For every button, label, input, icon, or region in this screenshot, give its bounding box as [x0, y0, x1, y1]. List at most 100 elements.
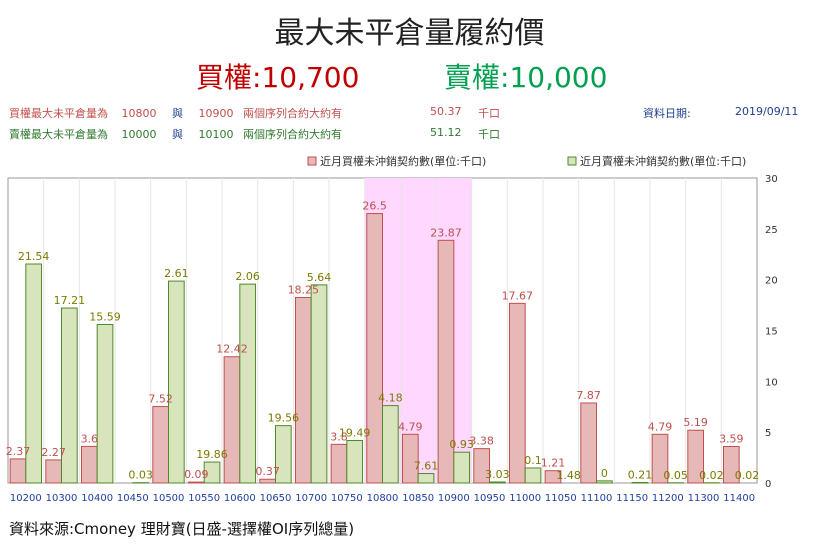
call-info-and: 與 [172, 107, 183, 120]
date-label: 資料日期: [643, 107, 691, 120]
x-tick-label: 10400 [81, 493, 113, 504]
x-tick-label: 10300 [46, 493, 78, 504]
call-info-row: 買權最大未平倉量為 10800 與 10900 兩個序列合約大約有 [9, 105, 342, 121]
put-data-label: 4.18 [378, 392, 403, 405]
call-data-label: 18.25 [288, 283, 320, 296]
put-data-label: 1.48 [556, 469, 581, 482]
x-tick-label: 10900 [438, 493, 470, 504]
put-bar [203, 461, 221, 484]
put-data-label: 5.64 [307, 271, 332, 284]
call-summary-label: 買權: [196, 61, 262, 94]
y-tick-label: 0 [765, 479, 771, 490]
call-bar [152, 406, 170, 484]
x-tick-label: 10950 [474, 493, 506, 504]
put-bar [417, 473, 435, 484]
put-data-label: 3.03 [485, 468, 510, 481]
put-info-amount: 51.12 [430, 126, 462, 139]
call-data-label: 0.09 [184, 468, 209, 481]
call-bar [437, 239, 455, 484]
put-data-label: 19.56 [268, 412, 300, 425]
call-data-label: 2.27 [41, 446, 66, 459]
put-bar [61, 307, 78, 484]
put-data-label: 7.61 [414, 460, 439, 473]
call-bar [401, 433, 419, 484]
put-data-label: 0.93 [449, 438, 474, 451]
call-data-label: 3.38 [469, 435, 494, 448]
put-summary-label: 賣權: [444, 61, 510, 94]
put-info-strike-b: 10100 [198, 128, 234, 141]
put-bar [25, 263, 43, 484]
put-bar [168, 280, 185, 484]
call-bar [9, 458, 27, 484]
legend-call-label: 近月買權未沖銷契約數(單位:千口) [320, 154, 486, 168]
y-tick-label: 30 [765, 174, 778, 185]
put-data-label: 2.06 [235, 270, 260, 283]
put-summary: 賣權:10,000 [444, 56, 607, 96]
call-bar [473, 448, 491, 484]
put-data-label: 17.21 [54, 294, 86, 307]
put-data-label: 0.02 [735, 469, 760, 482]
legend-put-swatch [567, 156, 577, 166]
put-data-label: 0.05 [663, 469, 688, 482]
put-data-label: 0.21 [628, 468, 653, 481]
x-tick-label: 10700 [295, 493, 327, 504]
call-info-label: 買權最大未平倉量為 [9, 107, 108, 120]
call-info-strike-a: 10800 [121, 107, 157, 120]
call-data-label: 7.52 [148, 393, 173, 406]
call-bar [580, 402, 597, 484]
put-bar [275, 425, 292, 484]
legend-call-swatch [307, 156, 317, 166]
put-info-strike-a: 10000 [121, 128, 157, 141]
call-data-label: 0.37 [255, 465, 280, 478]
call-data-label: 3.8 [330, 430, 348, 443]
x-tick-label: 10200 [10, 493, 42, 504]
put-info-unit: 千口 [478, 128, 500, 141]
x-tick-label: 10650 [260, 493, 292, 504]
x-tick-label: 10500 [153, 493, 185, 504]
call-data-label: 4.79 [398, 420, 423, 433]
put-bar [524, 467, 542, 484]
x-tick-label: 10800 [367, 493, 399, 504]
call-bar [722, 446, 740, 484]
put-data-label: 0.1 [524, 454, 542, 467]
legend: 近月買權未沖銷契約數(單位:千口) 近月賣權未沖銷契約數(單位:千口) [307, 154, 746, 168]
call-bar [366, 213, 384, 484]
call-bar [259, 478, 277, 484]
call-bar [187, 481, 205, 484]
call-info-amount: 50.37 [430, 105, 462, 118]
call-info-text: 兩個序列合約大約有 [243, 107, 342, 120]
call-summary: 買權:10,700 [196, 56, 359, 96]
call-data-label: 26.5 [362, 200, 387, 213]
put-bar [453, 451, 471, 484]
y-tick-label: 10 [765, 377, 778, 388]
chart-title: 最大未平倉量履約價 [274, 16, 545, 51]
call-info-strike-b: 10900 [198, 107, 234, 120]
put-bar [631, 481, 649, 484]
call-data-label: 1.21 [541, 457, 566, 470]
x-tick-label: 11000 [509, 493, 541, 504]
y-tick-label: 25 [765, 225, 778, 236]
call-data-label: 7.87 [576, 389, 601, 402]
x-tick-label: 11300 [688, 493, 720, 504]
x-tick-label: 10600 [224, 493, 256, 504]
put-info-and: 與 [172, 128, 183, 141]
put-bar [310, 284, 328, 484]
bar-chart: 2.37 21.54 2.27 17.21 3.6 15.59 0.03 7.52 2.61 0.… [6, 154, 778, 504]
call-data-label: 5.19 [683, 416, 708, 429]
call-bar [544, 470, 562, 484]
put-bar [382, 405, 399, 484]
legend-put-label: 近月賣權未沖銷契約數(單位:千口) [580, 154, 746, 168]
call-bar [330, 443, 348, 484]
call-data-label: 4.79 [648, 420, 673, 433]
call-bar [651, 433, 669, 484]
call-bar [687, 429, 704, 484]
put-data-label: 0.02 [699, 469, 724, 482]
put-bar [346, 440, 364, 484]
put-data-label: 0.03 [128, 469, 153, 482]
y-tick-label: 20 [765, 276, 778, 287]
x-tick-label: 11100 [581, 493, 613, 504]
put-info-label: 賣權最大未平倉量為 [9, 128, 108, 141]
call-summary-value: 10,700 [261, 61, 360, 94]
put-info-row: 賣權最大未平倉量為 10000 與 10100 兩個序列合約大約有 [9, 126, 342, 142]
call-bar [223, 356, 241, 484]
